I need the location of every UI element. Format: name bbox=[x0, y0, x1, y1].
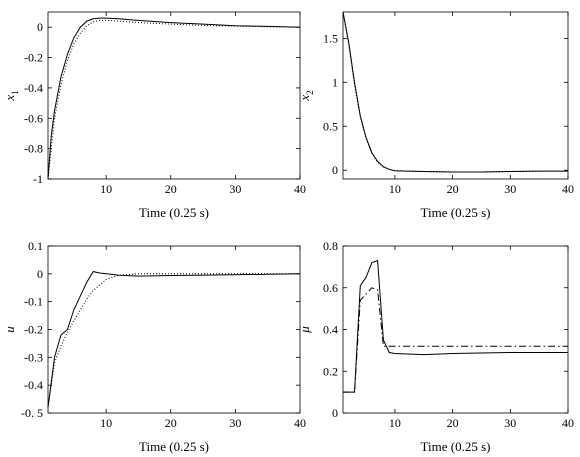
series-line-1 bbox=[47, 271, 301, 408]
x-axis-label: Time (0.25 s) bbox=[421, 205, 491, 220]
series-line-1 bbox=[342, 11, 568, 173]
y-tick-label: -0.4 bbox=[24, 378, 43, 392]
plot-area bbox=[47, 245, 301, 414]
y-tick-label: -0.2 bbox=[24, 51, 43, 65]
x-axis-label: Time (0.25 s) bbox=[139, 439, 209, 454]
y-tick-label: 0.8 bbox=[323, 239, 338, 253]
x-tick-label: 10 bbox=[100, 182, 112, 196]
x-tick-label: 30 bbox=[229, 182, 241, 196]
x-tick-label: 30 bbox=[504, 182, 516, 196]
y-tick-label: -0.4 bbox=[24, 81, 43, 95]
x-tick-label: 30 bbox=[504, 416, 516, 430]
x-tick-label: 10 bbox=[389, 416, 401, 430]
y-tick-label: 1 bbox=[332, 75, 338, 89]
y-tick-label: -0.1 bbox=[24, 295, 43, 309]
x-axis-label: Time (0.25 s) bbox=[421, 439, 491, 454]
y-axis-label: u bbox=[2, 326, 17, 333]
chart-panel-4: 10 20 30 40 0 0.2 0.4 0.6 0.8 Time (0.25 s) μ bbox=[297, 239, 574, 454]
series-line-2 bbox=[342, 11, 568, 173]
x-tick-label: 20 bbox=[447, 416, 459, 430]
x-tick-label: 20 bbox=[165, 416, 177, 430]
y-tick-label: 0 bbox=[332, 163, 338, 177]
y-tick-label: 0.2 bbox=[323, 364, 338, 378]
y-axis-label: x2 bbox=[297, 90, 315, 101]
chart-panel-3: 10 20 30 40 0.1 0 -0.1 -0.2 -0.3 -0.4 -0. 5 Time (0… bbox=[2, 239, 306, 454]
x-tick-label: 20 bbox=[165, 182, 177, 196]
y-tick-label: 0.6 bbox=[323, 281, 338, 295]
x-axis-label: Time (0.25 s) bbox=[139, 205, 209, 220]
series-line-2 bbox=[47, 273, 300, 408]
y-tick-label: 0 bbox=[37, 267, 43, 281]
y-axis-label-text: μ bbox=[297, 326, 312, 334]
y-tick-label: 0 bbox=[332, 406, 338, 420]
y-tick-label: -0.6 bbox=[24, 111, 43, 125]
y-axis-label: μ bbox=[297, 326, 312, 334]
y-tick-label: 1.5 bbox=[323, 31, 338, 45]
x-tick-label: 40 bbox=[562, 182, 574, 196]
series-line-2 bbox=[47, 19, 301, 180]
y-axis-label-text: u bbox=[2, 326, 17, 333]
y-axis-label-subscript: 1 bbox=[10, 90, 20, 95]
plot-area bbox=[342, 245, 569, 414]
y-tick-label: -0.2 bbox=[24, 323, 43, 337]
series-line-1 bbox=[343, 259, 568, 393]
y-tick-label: 0.4 bbox=[323, 323, 338, 337]
series-line-2 bbox=[343, 287, 568, 393]
x-tick-label: 40 bbox=[562, 416, 574, 430]
y-axis-label-text: x bbox=[2, 95, 17, 102]
y-axis-label-text: x bbox=[297, 95, 312, 102]
x-tick-label: 20 bbox=[447, 182, 459, 196]
x-tick-label: 40 bbox=[294, 416, 306, 430]
x-tick-label: 40 bbox=[294, 182, 306, 196]
y-tick-label: 0 bbox=[37, 20, 43, 34]
y-tick-label: -1 bbox=[33, 172, 43, 186]
chart-panel-1: 10 20 30 40 0 -0.2 -0.4 -0.6 -0.8 -1 Time (0.25 s)… bbox=[2, 11, 306, 220]
y-tick-label: -0.8 bbox=[24, 142, 43, 156]
plot-area bbox=[47, 11, 301, 180]
x-tick-label: 10 bbox=[100, 416, 112, 430]
plot-area bbox=[342, 11, 569, 180]
chart-panel-2: 10 20 30 40 0 0.5 1 1.5 Time (0.25 s) x2 bbox=[297, 11, 574, 220]
y-axis-label-subscript: 2 bbox=[305, 90, 315, 95]
x-tick-label: 30 bbox=[229, 416, 241, 430]
y-tick-label: 0.5 bbox=[323, 119, 338, 133]
y-axis-label: x1 bbox=[2, 90, 20, 101]
x-tick-label: 10 bbox=[389, 182, 401, 196]
y-tick-label: -0. 5 bbox=[21, 406, 43, 420]
y-tick-label: -0.3 bbox=[24, 350, 43, 364]
y-tick-label: 0.1 bbox=[28, 239, 43, 253]
series-line-1 bbox=[47, 17, 301, 180]
